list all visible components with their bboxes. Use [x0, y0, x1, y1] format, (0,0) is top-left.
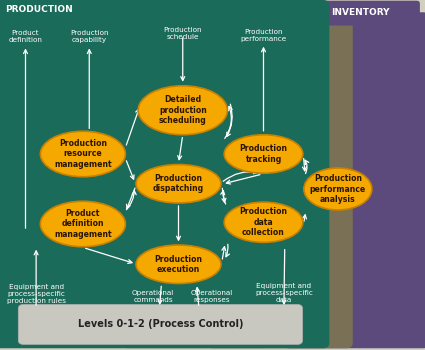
Ellipse shape [304, 168, 372, 210]
Text: Production
resource
management: Production resource management [54, 139, 112, 169]
Text: Production
dispatching: Production dispatching [153, 174, 204, 194]
Ellipse shape [40, 131, 125, 177]
Text: Operational
commands: Operational commands [132, 290, 174, 303]
Text: PRODUCTION: PRODUCTION [5, 5, 73, 14]
Ellipse shape [136, 164, 221, 203]
Ellipse shape [138, 86, 227, 135]
Text: Production
capability: Production capability [70, 30, 108, 43]
FancyBboxPatch shape [300, 1, 420, 26]
FancyBboxPatch shape [18, 304, 303, 344]
Text: Equipment and
process-specific
data: Equipment and process-specific data [255, 283, 313, 303]
FancyBboxPatch shape [82, 0, 190, 20]
Text: QUALITY: QUALITY [235, 14, 279, 23]
Ellipse shape [224, 135, 303, 173]
Text: MAINTENANCE: MAINTENANCE [102, 6, 170, 15]
Text: INVENTORY: INVENTORY [331, 8, 390, 18]
Text: Product
definition
management: Product definition management [54, 209, 112, 239]
Ellipse shape [224, 202, 303, 242]
Text: Equipment and
process-specific
production rules: Equipment and process-specific productio… [7, 284, 65, 304]
Text: Operational
responses: Operational responses [190, 290, 233, 303]
Text: Production
tracking: Production tracking [240, 144, 287, 164]
Text: Production
execution: Production execution [155, 254, 202, 274]
FancyBboxPatch shape [0, 0, 329, 348]
Text: Production
performance: Production performance [241, 28, 286, 42]
Text: Production
performance
analysis: Production performance analysis [310, 174, 366, 204]
FancyBboxPatch shape [203, 6, 312, 31]
Text: Production
schedule: Production schedule [164, 27, 202, 40]
FancyBboxPatch shape [0, 1, 79, 19]
Text: Product
definition: Product definition [8, 30, 42, 43]
FancyBboxPatch shape [121, 12, 268, 348]
Ellipse shape [136, 245, 221, 284]
FancyBboxPatch shape [206, 12, 353, 348]
Ellipse shape [40, 201, 125, 247]
Text: Levels 0-1-2 (Process Control): Levels 0-1-2 (Process Control) [78, 320, 244, 329]
FancyBboxPatch shape [283, 12, 425, 348]
Text: Production
data
collection: Production data collection [240, 207, 287, 237]
Text: Detailed
production
scheduling: Detailed production scheduling [159, 95, 207, 125]
